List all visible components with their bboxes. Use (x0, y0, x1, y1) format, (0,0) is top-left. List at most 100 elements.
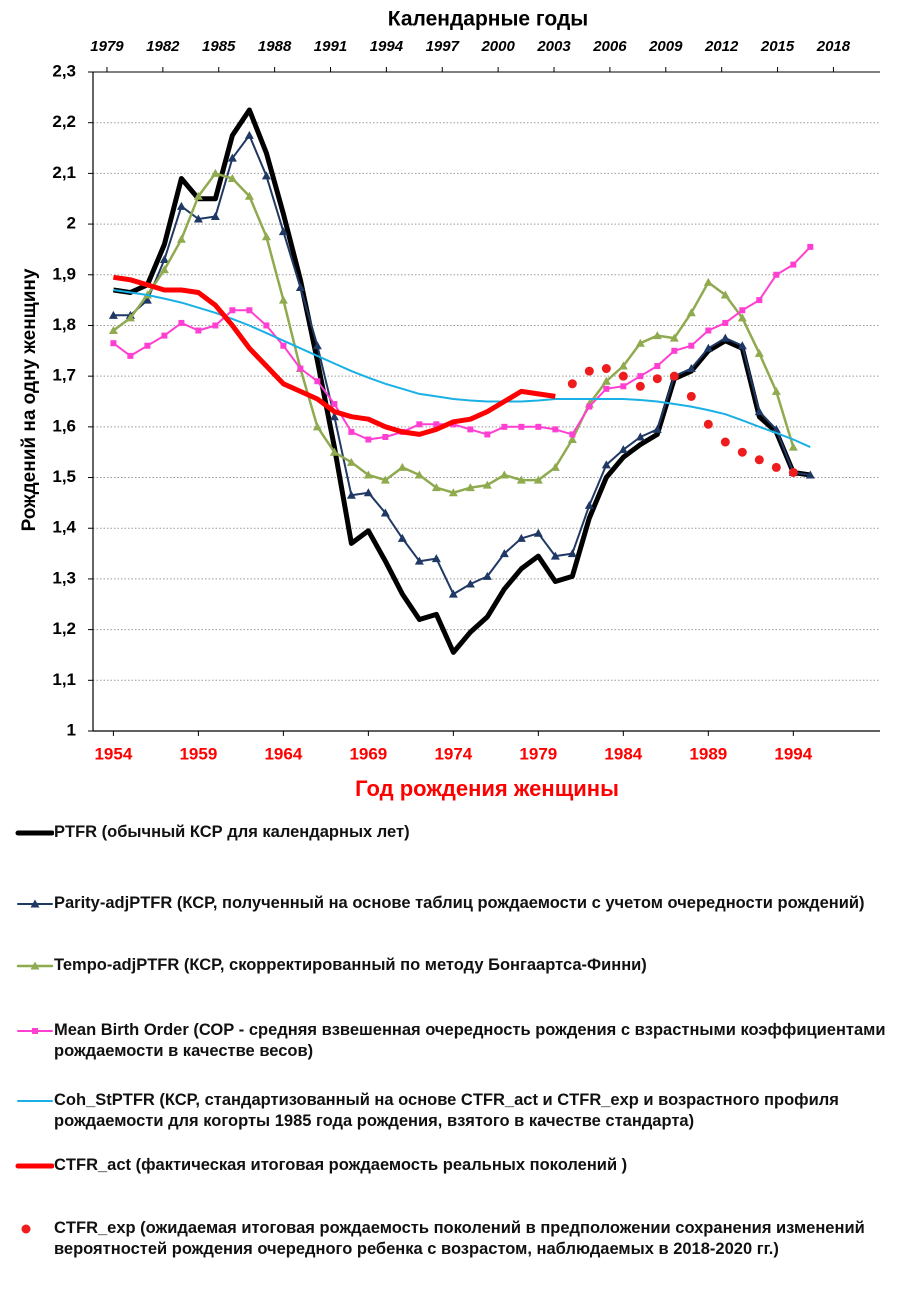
y-tick-label: 1,7 (52, 366, 76, 385)
marker (280, 342, 287, 349)
marker (669, 333, 679, 342)
marker (620, 383, 627, 390)
y-tick-label: 2,3 (52, 61, 76, 80)
legend-label: Coh_StPTFR (КСР, стандартизованный на ос… (54, 1091, 839, 1130)
marker (178, 319, 185, 326)
y-tick-label: 2,2 (52, 112, 76, 131)
marker (397, 533, 407, 542)
series-line (112, 246, 812, 441)
x-tick-label: 1979 (519, 744, 557, 763)
marker (482, 480, 492, 489)
legend-symbol (21, 1224, 31, 1234)
marker (586, 403, 593, 410)
marker (567, 435, 577, 444)
marker (346, 490, 356, 499)
marker (448, 488, 458, 497)
marker (261, 171, 271, 180)
marker (227, 173, 237, 182)
marker (329, 412, 339, 421)
marker (567, 549, 577, 558)
x-tick-label: 1989 (689, 744, 727, 763)
marker (737, 447, 747, 457)
marker (788, 442, 798, 451)
legend-item: Mean Birth Order (СОР - средняя взвешенн… (14, 1020, 914, 1062)
marker (499, 470, 509, 479)
marker (346, 457, 356, 466)
legend-label: Parity-adjPTFR (КСР, полученный на основ… (54, 894, 865, 912)
legend-symbol (17, 899, 53, 908)
marker (601, 460, 611, 469)
x-tick-label: 1964 (264, 744, 302, 763)
marker (686, 308, 696, 317)
marker (635, 338, 645, 347)
marker (584, 500, 594, 509)
marker (261, 232, 271, 241)
marker (382, 433, 389, 440)
y-tick-label: 2 (67, 214, 76, 233)
marker (499, 549, 509, 558)
marker (380, 475, 390, 484)
marker (193, 191, 203, 200)
marker (244, 130, 254, 139)
marker (567, 379, 577, 389)
marker (30, 899, 40, 908)
x-tick-label: 1959 (179, 744, 217, 763)
marker (686, 391, 696, 401)
marker (278, 295, 288, 304)
marker (550, 462, 560, 471)
x-tick-label: 1954 (94, 744, 132, 763)
legend-item: CTFR_act (фактическая итоговая рождаемос… (14, 1155, 914, 1176)
marker (652, 374, 662, 384)
x2-tick-label: 2012 (704, 38, 739, 55)
legend-label: CTFR_exp (ожидаемая итоговая рождаемость… (54, 1219, 865, 1258)
marker (329, 447, 339, 456)
marker (720, 437, 730, 447)
marker (314, 378, 321, 385)
marker (414, 470, 424, 479)
y-tick-label: 1,8 (52, 315, 76, 334)
marker (754, 348, 764, 357)
marker (771, 462, 781, 472)
marker (584, 366, 594, 376)
marker (397, 462, 407, 471)
marker (737, 313, 747, 322)
marker (312, 341, 322, 350)
marker (363, 488, 373, 497)
marker (637, 373, 644, 380)
marker (671, 347, 678, 354)
marker (142, 295, 152, 304)
y-tick-label: 1,3 (52, 568, 76, 587)
series-line (113, 134, 811, 596)
marker (331, 401, 338, 408)
marker (431, 554, 441, 563)
marker (788, 467, 798, 477)
marker (278, 227, 288, 236)
marker (635, 432, 645, 441)
marker (212, 322, 219, 329)
y-tick-label: 1,6 (52, 416, 76, 435)
legend-item: Parity-adjPTFR (КСР, полученный на основ… (14, 893, 914, 914)
y-tick-label: 2,1 (52, 163, 76, 182)
marker (533, 528, 543, 537)
x-tick-label: 1969 (349, 744, 387, 763)
marker (465, 579, 475, 588)
marker (416, 421, 423, 428)
marker (263, 322, 270, 329)
x2-tick-label: 1982 (146, 38, 180, 55)
marker (414, 556, 424, 565)
marker (720, 290, 730, 299)
marker (773, 271, 780, 278)
marker (501, 423, 508, 430)
marker (635, 381, 645, 391)
marker (688, 342, 695, 349)
series-line (113, 289, 811, 449)
x2-tick-label: 1988 (258, 38, 292, 55)
marker (603, 385, 610, 392)
marker (516, 475, 526, 484)
marker (754, 407, 764, 416)
x-axis-label: Год рождения женщины (355, 776, 619, 801)
marker (654, 363, 661, 370)
marker (516, 533, 526, 542)
x2-tick-label: 1991 (314, 38, 347, 55)
marker (365, 436, 372, 443)
